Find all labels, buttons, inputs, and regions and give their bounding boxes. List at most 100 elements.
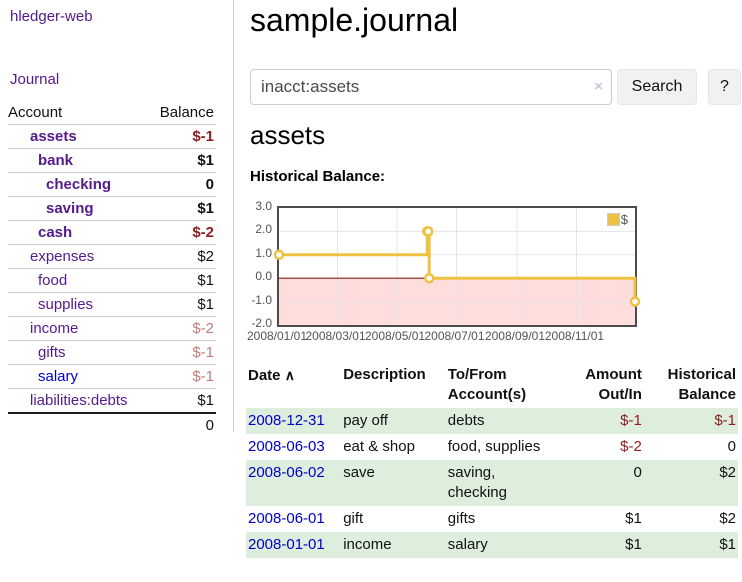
search-form: × Search ?	[250, 69, 742, 105]
transaction-description: gift	[343, 510, 364, 527]
account-link[interactable]: expenses	[30, 248, 95, 265]
register-table: Date ∧ Description To/From Account(s) Am…	[246, 362, 738, 558]
data-point	[629, 296, 641, 307]
y-tick-label: 3.0	[255, 199, 272, 213]
page-title: sample.journal	[250, 2, 459, 38]
transaction-date-link[interactable]: 2008-01-01	[248, 536, 325, 553]
account-row: assets $-1	[8, 125, 216, 149]
brand-link[interactable]: hledger-web	[10, 8, 93, 25]
account-title: assets	[250, 120, 326, 150]
column-header-balance: Historical Balance	[667, 366, 736, 403]
transaction-amount: $1	[625, 536, 642, 553]
transaction-amount: $-2	[620, 438, 642, 455]
account-balance: $1	[197, 272, 214, 289]
x-tick-label: 2008/07/01	[424, 329, 485, 343]
transaction-accounts: saving, checking	[447, 464, 507, 501]
data-point	[273, 249, 285, 261]
data-point	[422, 226, 434, 237]
help-button[interactable]: ?	[708, 69, 741, 105]
account-link[interactable]: bank	[38, 152, 74, 169]
account-balance: $-1	[192, 368, 214, 385]
transaction-description: eat & shop	[343, 438, 415, 455]
transaction-amount: 0	[633, 464, 642, 481]
account-row: saving $1	[8, 197, 216, 221]
account-row: salary $-1	[8, 365, 216, 389]
account-link[interactable]: food	[38, 272, 68, 289]
y-tick-label: 2.0	[255, 222, 272, 237]
account-row: gifts $-1	[8, 341, 216, 365]
transaction-date-link[interactable]: 2008-06-01	[248, 510, 325, 527]
register-row: 2008-06-02 save saving, checking 0 $2	[246, 460, 738, 506]
transaction-balance: $1	[719, 536, 736, 553]
account-row: expenses $2	[8, 245, 216, 269]
account-link[interactable]: assets	[30, 128, 77, 145]
account-row: cash $-2	[8, 221, 216, 245]
sort-ascending-icon: ∧	[284, 367, 295, 383]
account-row: food $1	[8, 269, 216, 293]
transaction-date-link[interactable]: 2008-12-31	[248, 412, 325, 429]
account-balance: $-2	[192, 320, 214, 337]
account-balance: $-1	[192, 344, 214, 361]
account-link[interactable]: salary	[38, 368, 79, 385]
data-point	[423, 272, 435, 284]
account-row: bank $1	[8, 149, 216, 173]
account-link[interactable]: saving	[46, 200, 94, 217]
main-content: sample.journal × Search ? assets Histori…	[246, 0, 742, 582]
register-row: 2008-06-01 gift gifts $1 $2	[246, 506, 738, 532]
chart-title: Historical Balance:	[250, 168, 386, 185]
x-tick-label: 2008/01/01	[246, 329, 308, 343]
accounts-header-account: Account	[8, 101, 150, 125]
accounts-table: Account Balance assets $-1 bank $1 check…	[8, 101, 216, 437]
transaction-date-link[interactable]: 2008-06-03	[248, 438, 325, 455]
y-tick-label: 1.0	[255, 245, 272, 260]
account-balance: $1	[197, 296, 214, 313]
account-balance: 0	[205, 176, 214, 193]
sidebar-item-journal[interactable]: Journal	[10, 71, 60, 88]
sidebar-divider	[233, 0, 234, 432]
x-tick-label: 2008/05/01	[364, 329, 426, 343]
column-header-accounts: To/From Account(s)	[447, 366, 527, 403]
transaction-balance: $2	[719, 464, 736, 481]
transaction-description: income	[343, 536, 392, 553]
register-header-row: Date ∧ Description To/From Account(s) Am…	[246, 362, 738, 408]
column-header-amount: Amount Out/In	[585, 366, 642, 403]
y-tick-label: -2.0	[251, 316, 272, 330]
historical-balance-chart: 3.0 2.0 1.0 0.0 -1.0 -2.0 $ 2008/01/01 2008/03…	[247, 199, 670, 348]
transaction-amount: $-1	[620, 412, 642, 429]
column-header-date[interactable]: Date ∧	[248, 367, 295, 384]
account-link[interactable]: cash	[38, 224, 73, 241]
column-header-description: Description	[343, 366, 426, 383]
account-link[interactable]: income	[30, 320, 79, 337]
transaction-accounts: food, supplies	[447, 438, 541, 455]
transaction-date-link[interactable]: 2008-06-02	[248, 464, 325, 481]
x-tick-label: 2008/03/01	[305, 329, 366, 343]
account-row: checking 0	[8, 173, 216, 197]
transaction-balance: $-1	[714, 412, 736, 429]
account-balance: $1	[197, 200, 214, 217]
transaction-accounts: salary	[447, 536, 488, 553]
search-input[interactable]	[250, 69, 612, 105]
accounts-header-balance: Balance	[149, 101, 216, 125]
account-link[interactable]: supplies	[38, 296, 94, 313]
account-link[interactable]: checking	[46, 176, 112, 193]
account-row: liabilities:debts $1	[8, 389, 216, 413]
y-tick-label: -1.0	[251, 292, 272, 307]
clear-search-icon[interactable]: ×	[594, 78, 603, 95]
account-link[interactable]: liabilities:debts	[30, 392, 128, 409]
legend-label: $	[620, 212, 628, 227]
register-row: 2008-06-03 eat & shop food, supplies $-2…	[246, 434, 738, 460]
account-balance: $1	[197, 152, 214, 169]
transaction-description: save	[343, 464, 375, 481]
search-box: ×	[250, 69, 612, 105]
account-balance: $-2	[192, 224, 214, 241]
accounts-total-row: 0	[8, 412, 216, 437]
account-row: supplies $1	[8, 293, 216, 317]
chart-plot-area: $	[273, 206, 641, 327]
search-button[interactable]: Search	[617, 69, 697, 105]
transaction-balance: 0	[727, 438, 736, 455]
account-link[interactable]: gifts	[38, 344, 66, 361]
account-balance: $1	[197, 392, 214, 409]
balance-chart-svg	[273, 208, 641, 325]
account-balance: $-1	[192, 128, 214, 145]
